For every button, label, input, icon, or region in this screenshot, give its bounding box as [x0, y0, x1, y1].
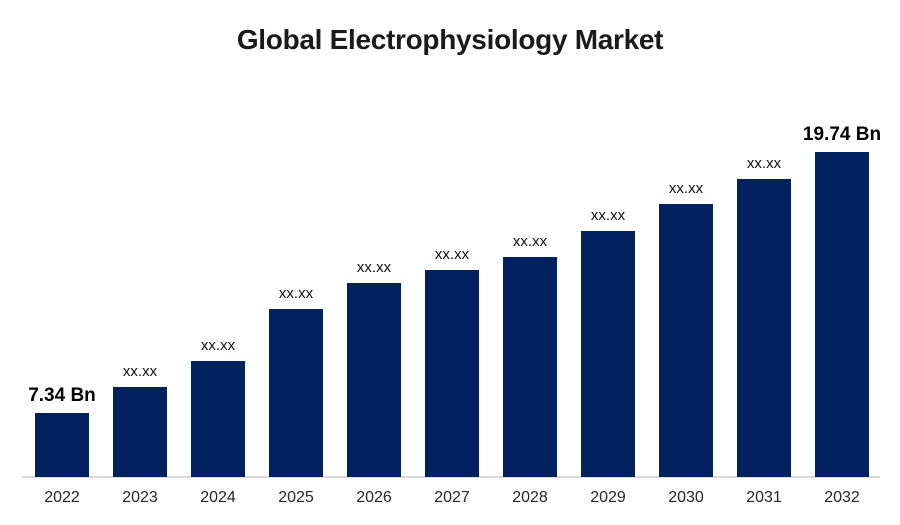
x-tick-label-2023: 2023 [122, 489, 158, 506]
bar-2031 [737, 179, 791, 477]
chart-title: Global Electrophysiology Market [236, 24, 664, 55]
bar-value-label-2032: 19.74 Bn [802, 124, 882, 145]
x-tick-label-2024: 2024 [200, 489, 236, 506]
bar-2028 [503, 257, 557, 477]
x-axis-line [22, 476, 880, 478]
bar-value-label-2029: xx.xx [590, 207, 626, 224]
bar-2032 [815, 152, 869, 477]
x-tick-label-2031: 2031 [746, 489, 782, 506]
bar-2026 [347, 283, 401, 477]
x-tick-label-2025: 2025 [278, 489, 314, 506]
bar-value-label-2028: xx.xx [512, 233, 548, 250]
bar-value-label-2022: 7.34 Bn [28, 385, 96, 406]
bar-2030 [659, 204, 713, 477]
bar-2023 [113, 387, 167, 477]
x-tick-label-2030: 2030 [668, 489, 704, 506]
bar-value-label-2030: xx.xx [668, 180, 704, 197]
bar-2029 [581, 231, 635, 477]
x-tick-label-2029: 2029 [590, 489, 626, 506]
x-tick-label-2022: 2022 [44, 489, 80, 506]
bar-value-label-2023: xx.xx [122, 363, 158, 380]
x-tick-label-2032: 2032 [824, 489, 860, 506]
bar-value-label-2031: xx.xx [746, 155, 782, 172]
bar-value-label-2027: xx.xx [434, 246, 470, 263]
bar-value-label-2025: xx.xx [278, 285, 314, 302]
bar-2024 [191, 361, 245, 477]
bar-2022 [35, 413, 89, 477]
x-tick-label-2026: 2026 [356, 489, 392, 506]
x-tick-label-2027: 2027 [434, 489, 470, 506]
bar-2027 [425, 270, 479, 477]
bar-2025 [269, 309, 323, 477]
bar-value-label-2026: xx.xx [356, 259, 392, 276]
bar-value-label-2024: xx.xx [200, 337, 236, 354]
x-tick-label-2028: 2028 [512, 489, 548, 506]
